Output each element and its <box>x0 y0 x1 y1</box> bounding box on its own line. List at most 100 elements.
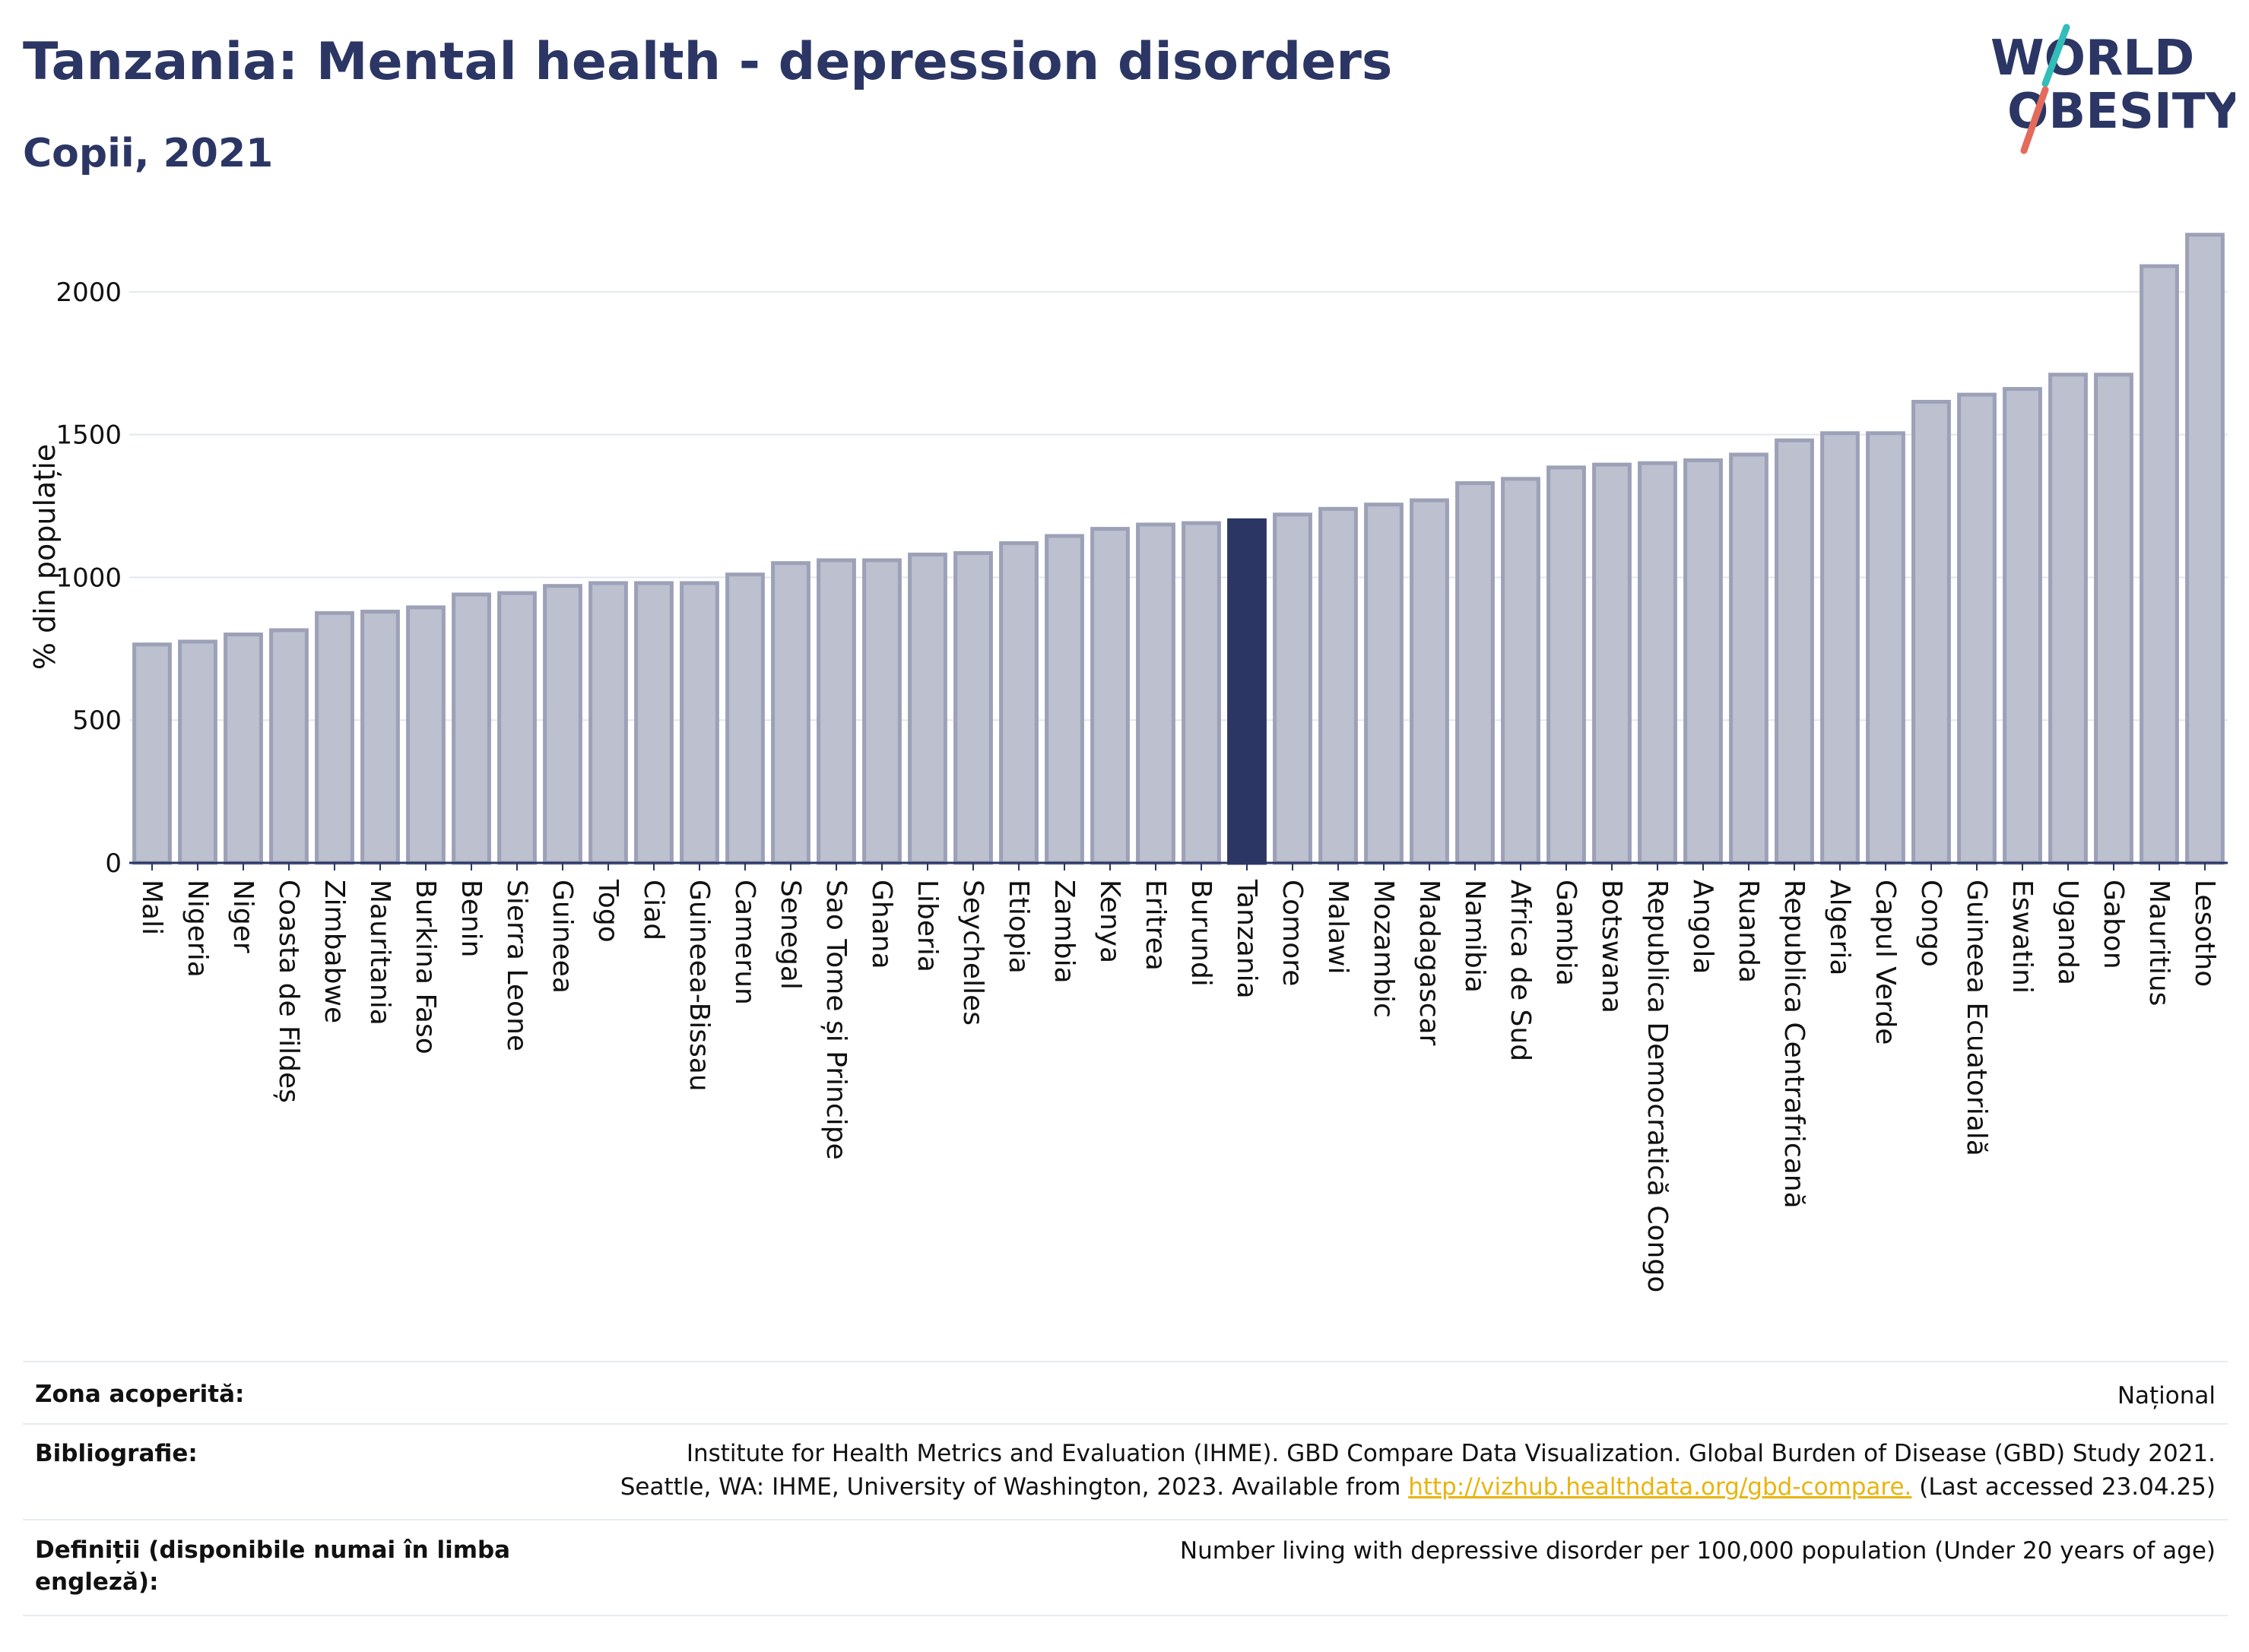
bar <box>178 639 217 865</box>
x-tick-label: Liberia <box>912 880 943 972</box>
bar <box>1957 392 1997 865</box>
coverage-value: Național <box>2117 1382 2216 1409</box>
y-axis-label: % din populație <box>28 444 62 670</box>
bar <box>543 584 582 865</box>
bar <box>1182 521 1221 865</box>
bar <box>1866 431 1905 865</box>
x-tick-label: Mauritius <box>2143 880 2174 1006</box>
y-tick-label: 2000 <box>56 277 122 308</box>
x-tick-label: Malawi <box>1322 880 1353 975</box>
x-tick-label: Algeria <box>1824 880 1855 976</box>
bar <box>1911 399 1951 865</box>
bar <box>2003 387 2042 865</box>
bar <box>2140 264 2179 865</box>
bar <box>771 561 810 865</box>
bar <box>224 633 263 865</box>
definitions-row: Definiții (disponibile numai în limba en… <box>23 1519 2228 1616</box>
bar <box>1638 461 1677 865</box>
bar <box>1410 498 1449 865</box>
x-tick-label: Africa de Sud <box>1505 880 1536 1061</box>
x-tick-label: Tanzania <box>1231 879 1262 999</box>
x-tick-label: Ghana <box>866 880 897 969</box>
bibliography-link[interactable]: http://vizhub.healthdata.org/gbd-compare… <box>1408 1473 1912 1501</box>
x-tick-label: Guineea-Bissau <box>684 880 715 1092</box>
x-tick-label: Burundi <box>1185 880 1216 987</box>
y-tick-label: 0 <box>105 848 122 879</box>
bar <box>953 551 993 865</box>
bar <box>634 581 674 865</box>
bar <box>908 552 947 865</box>
x-tick-label: Ciad <box>638 880 669 940</box>
bar <box>1090 527 1130 865</box>
y-tick-label: 500 <box>72 706 122 736</box>
x-tick-label: Eritrea <box>1140 880 1171 971</box>
bibliography-row: Bibliografie: Institute for Health Metri… <box>23 1423 2228 1520</box>
definitions-label-line1: Definiții (disponibile numai în limba <box>35 1536 511 1564</box>
x-tick-label: Coasta de Fildeș <box>273 880 304 1103</box>
bar <box>1364 503 1404 865</box>
bar <box>1729 452 1768 865</box>
x-tick-label: Guineea Ecuatorială <box>1961 880 1992 1156</box>
x-tick-label: Botswana <box>1596 880 1627 1013</box>
x-tick-label: Madagascar <box>1413 880 1445 1046</box>
bar <box>680 581 719 865</box>
bar <box>452 592 491 865</box>
x-tick-label: Republica Centrafricană <box>1778 880 1810 1209</box>
y-tick-label: 1500 <box>56 420 122 451</box>
bar <box>817 558 856 865</box>
x-tick-label: Zimbabwe <box>319 880 350 1023</box>
bar <box>269 628 309 865</box>
x-tick-label: Benin <box>455 880 487 957</box>
bar <box>999 541 1039 865</box>
bibliography-line1: Institute for Health Metrics and Evaluat… <box>686 1440 2216 1467</box>
x-tick-label: Burkina Faso <box>410 880 441 1054</box>
bar <box>132 642 172 865</box>
bar <box>2185 233 2225 865</box>
x-tick-label: Angola <box>1687 880 1718 974</box>
x-tick-label: Comore <box>1277 880 1308 986</box>
x-tick-label: Niger <box>227 880 259 953</box>
bar <box>862 558 902 865</box>
x-tick-label: Mauritania <box>364 880 395 1026</box>
bar <box>315 610 354 865</box>
bar <box>1455 481 1495 865</box>
bar <box>1775 438 1814 865</box>
bar <box>1318 506 1358 865</box>
x-tick-label: Camerun <box>729 880 760 1005</box>
x-tick-label: Uganda <box>2052 880 2083 985</box>
x-tick-label: Etiopia <box>1003 880 1034 974</box>
bar <box>1683 458 1723 865</box>
bibliography-label: Bibliografie: <box>35 1440 198 1467</box>
bar <box>2048 373 2088 865</box>
y-tick-label: 1000 <box>56 563 122 593</box>
bar <box>588 581 628 865</box>
svg-text:WORLD: WORLD <box>1990 30 2194 87</box>
definitions-value: Number living with depressive disorder p… <box>1179 1537 2216 1565</box>
x-tick-label: Sao Tome și Principe <box>820 880 852 1160</box>
coverage-row: Zona acoperită: Național <box>23 1361 2228 1425</box>
x-tick-label: Gambia <box>1550 880 1581 986</box>
bar <box>1227 518 1267 865</box>
bar <box>1045 534 1084 865</box>
bar <box>1273 512 1312 865</box>
bar <box>1592 462 1632 865</box>
x-tick-label: Mali <box>136 880 167 935</box>
x-tick-label: Kenya <box>1094 880 1125 963</box>
x-tick-label: Ruanda <box>1733 880 1764 983</box>
page-title: Tanzania: Mental health - depression dis… <box>23 32 1393 92</box>
x-tick-label: Zambia <box>1048 880 1080 984</box>
coverage-label: Zona acoperită: <box>35 1381 245 1408</box>
x-tick-label: Guineea <box>547 880 578 994</box>
bar <box>1820 431 1860 865</box>
bibliography-line2: Seattle, WA: IHME, University of Washing… <box>620 1470 2216 1504</box>
bibliography-value: Institute for Health Metrics and Evaluat… <box>620 1437 2216 1504</box>
x-tick-label: Capul Verde <box>1870 880 1901 1045</box>
x-tick-label: Seychelles <box>957 880 988 1026</box>
x-tick-label: Eswatini <box>2006 880 2038 994</box>
x-tick-label: Namibia <box>1459 880 1490 993</box>
x-tick-label: Congo <box>1915 880 1946 967</box>
x-tick-label: Lesotho <box>2189 880 2220 987</box>
x-tick-label: Republica Democratică Congo <box>1642 880 1673 1292</box>
bar <box>406 605 446 865</box>
bar <box>1546 465 1586 865</box>
